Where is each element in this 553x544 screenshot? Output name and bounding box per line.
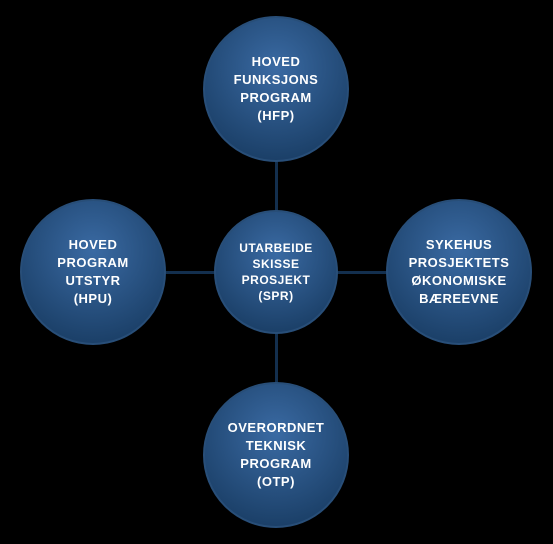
- node-text-line: BÆREEVNE: [419, 290, 499, 308]
- node-text-line: HOVED: [69, 236, 118, 254]
- node-text-line: FUNKSJONS: [234, 71, 319, 89]
- node-top: HOVEDFUNKSJONSPROGRAM(HFP): [203, 16, 349, 162]
- node-right: SYKEHUSPROSJEKTETSØKONOMISKEBÆREEVNE: [386, 199, 532, 345]
- node-text-line: SKISSE: [252, 256, 299, 272]
- node-center: UTARBEIDESKISSEPROSJEKT(SPR): [214, 210, 338, 334]
- node-text-line: UTARBEIDE: [239, 240, 313, 256]
- node-text-line: (HFP): [257, 107, 294, 125]
- node-text-line: (HPU): [74, 290, 113, 308]
- node-bottom: OVERORDNETTEKNISKPROGRAM(OTP): [203, 382, 349, 528]
- node-text-line: ØKONOMISKE: [411, 272, 506, 290]
- node-text-line: PROSJEKTETS: [409, 254, 510, 272]
- node-text-line: PROGRAM: [57, 254, 128, 272]
- node-text-line: (SPR): [258, 288, 293, 304]
- node-text-line: (OTP): [257, 473, 295, 491]
- node-text-line: PROGRAM: [240, 89, 311, 107]
- node-text-line: OVERORDNET: [228, 419, 325, 437]
- diagram-stage: UTARBEIDESKISSEPROSJEKT(SPR) HOVEDFUNKSJ…: [0, 0, 553, 544]
- node-text-line: PROSJEKT: [242, 272, 311, 288]
- node-text-line: PROGRAM: [240, 455, 311, 473]
- node-text-line: HOVED: [252, 53, 301, 71]
- node-left: HOVEDPROGRAMUTSTYR(HPU): [20, 199, 166, 345]
- node-text-line: SYKEHUS: [426, 236, 492, 254]
- node-text-line: TEKNISK: [246, 437, 307, 455]
- node-text-line: UTSTYR: [66, 272, 121, 290]
